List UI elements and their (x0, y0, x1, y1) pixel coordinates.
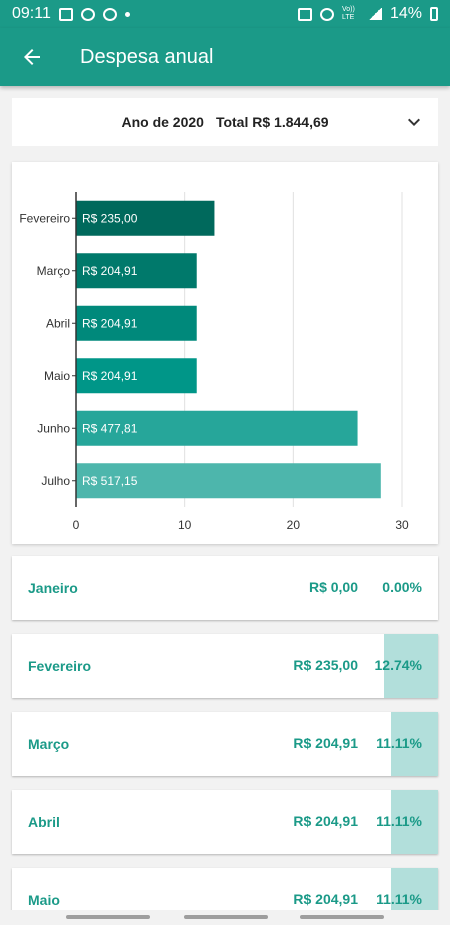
category-label: Junho (37, 421, 70, 435)
month-name: Janeiro (28, 580, 78, 596)
category-label: Maio (44, 369, 70, 383)
month-row[interactable]: Março R$ 204,91 11.11% (12, 712, 438, 776)
mute-icon (297, 7, 312, 21)
back-button[interactable] (12, 37, 52, 77)
month-name: Março (28, 736, 70, 752)
bar-value-label: R$ 477,81 (82, 421, 138, 435)
x-tick-label: 20 (287, 518, 301, 532)
month-value: R$ 204,91 (293, 891, 358, 907)
nav-home-handle[interactable] (184, 915, 268, 919)
wifi-icon (319, 7, 334, 21)
bar[interactable] (76, 253, 197, 289)
page-title: Despesa anual (80, 45, 214, 68)
annual-total: Total R$ 1.844,69 (215, 114, 329, 130)
month-value: R$ 235,00 (293, 657, 358, 673)
podcast-icon (102, 7, 117, 21)
bar[interactable] (76, 463, 381, 499)
system-nav-bar (0, 910, 450, 925)
month-value: R$ 204,91 (293, 813, 358, 829)
dot-icon (124, 11, 130, 17)
x-tick-label: 0 (73, 518, 80, 532)
category-label: Março (37, 264, 71, 278)
bar-value-label: R$ 204,91 (82, 369, 138, 383)
bar[interactable] (76, 200, 215, 236)
bar[interactable] (76, 305, 197, 341)
month-row[interactable]: Fevereiro R$ 235,00 12.74% (12, 634, 438, 698)
chevron-down-icon[interactable] (402, 110, 426, 134)
battery-icon (430, 7, 438, 21)
bar[interactable] (76, 358, 197, 394)
month-row[interactable]: Abril R$ 204,91 11.11% (12, 790, 438, 854)
year-label: Ano de 2020 (121, 114, 204, 130)
percentage-bar (390, 712, 438, 776)
month-value: R$ 0,00 (308, 579, 358, 595)
nav-back-handle[interactable] (66, 915, 150, 919)
status-time: 09:11 (12, 5, 51, 22)
percentage-bar (390, 790, 438, 854)
bar-value-label: R$ 204,91 (82, 264, 138, 278)
battery-level: 14% (389, 5, 422, 22)
x-tick-label: 10 (178, 518, 192, 532)
bar-value-label: R$ 517,15 (82, 474, 138, 488)
whatsapp-icon (80, 7, 95, 21)
app-bar: Despesa anual (0, 28, 450, 86)
arrow-back-icon (24, 49, 40, 65)
month-name: Maio (28, 892, 60, 908)
expense-chart: 0 10 20 30 Fevereiro R$ 235,00 Março R$ 204,91 A… (12, 162, 438, 544)
category-label: Julho (41, 474, 70, 488)
month-percentage: 11.11% (376, 813, 422, 829)
x-tick-label: 30 (395, 518, 409, 532)
bar-value-label: R$ 204,91 (82, 316, 138, 330)
bar-chart: 0 10 20 30 Fevereiro R$ 235,00 Março R$ 204,91 A… (19, 192, 409, 532)
volte-icon: Vo)) LTE (341, 6, 355, 21)
bar[interactable] (76, 410, 358, 446)
year-selector[interactable]: Ano de 2020 Total R$ 1.844,69 (12, 98, 438, 146)
month-name: Fevereiro (28, 658, 92, 674)
percentage-bar (383, 634, 438, 698)
month-name: Abril (28, 814, 60, 830)
image-icon (58, 7, 73, 21)
status-bar: 09:11 Vo)) LTE 14% (0, 0, 450, 28)
month-value: R$ 204,91 (293, 735, 358, 751)
month-list: Janeiro R$ 0,00 0.00% Fevereiro R$ 235,00 12.… (12, 556, 438, 925)
category-label: Fevereiro (19, 211, 70, 225)
nav-recents-handle[interactable] (300, 915, 384, 919)
month-percentage: 12.74% (374, 657, 422, 673)
category-label: Abril (46, 316, 70, 330)
month-row[interactable]: Janeiro R$ 0,00 0.00% (12, 556, 438, 620)
bar-value-label: R$ 235,00 (82, 211, 138, 225)
month-percentage: 0.00% (382, 579, 422, 595)
month-percentage: 11.11% (376, 891, 422, 907)
signal-icon (367, 8, 382, 20)
month-percentage: 11.11% (376, 735, 422, 751)
